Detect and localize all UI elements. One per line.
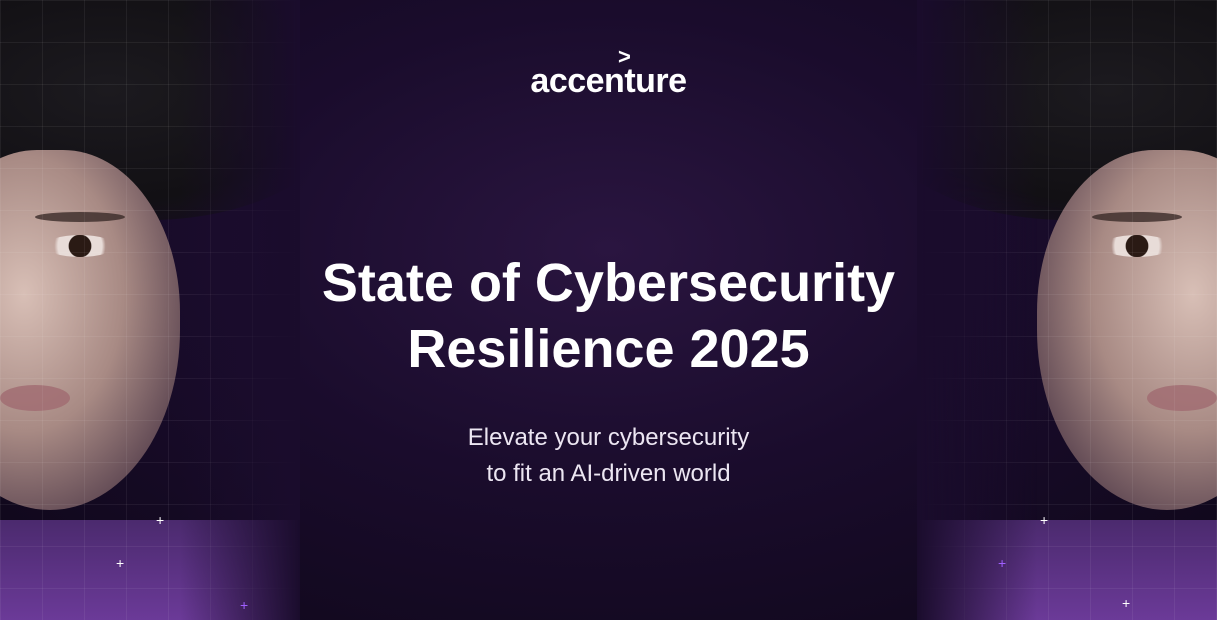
subtitle-line-1: Elevate your cybersecurity: [467, 424, 750, 451]
sparkle-icon: +: [998, 555, 1007, 571]
sparkle-icon: +: [240, 597, 249, 613]
subtitle-line-2: to fit an AI-driven world: [486, 460, 731, 487]
portrait-left: [0, 0, 300, 620]
sparkle-icon: +: [116, 555, 125, 571]
logo-mark: >: [618, 44, 631, 69]
title-line-1: State of Cybersecurity: [321, 253, 896, 313]
logo-text: accenture: [530, 62, 687, 100]
sparkle-icon: +: [1040, 512, 1049, 528]
sparkle-icon: +: [156, 512, 165, 528]
subtitle: Elevate your cybersecurity to fit an AI-…: [0, 420, 1217, 492]
sparkle-icon: +: [1122, 595, 1131, 611]
page-title: State of Cybersecurity Resilience 2025: [0, 250, 1217, 382]
title-line-2: Resilience 2025: [407, 319, 810, 379]
